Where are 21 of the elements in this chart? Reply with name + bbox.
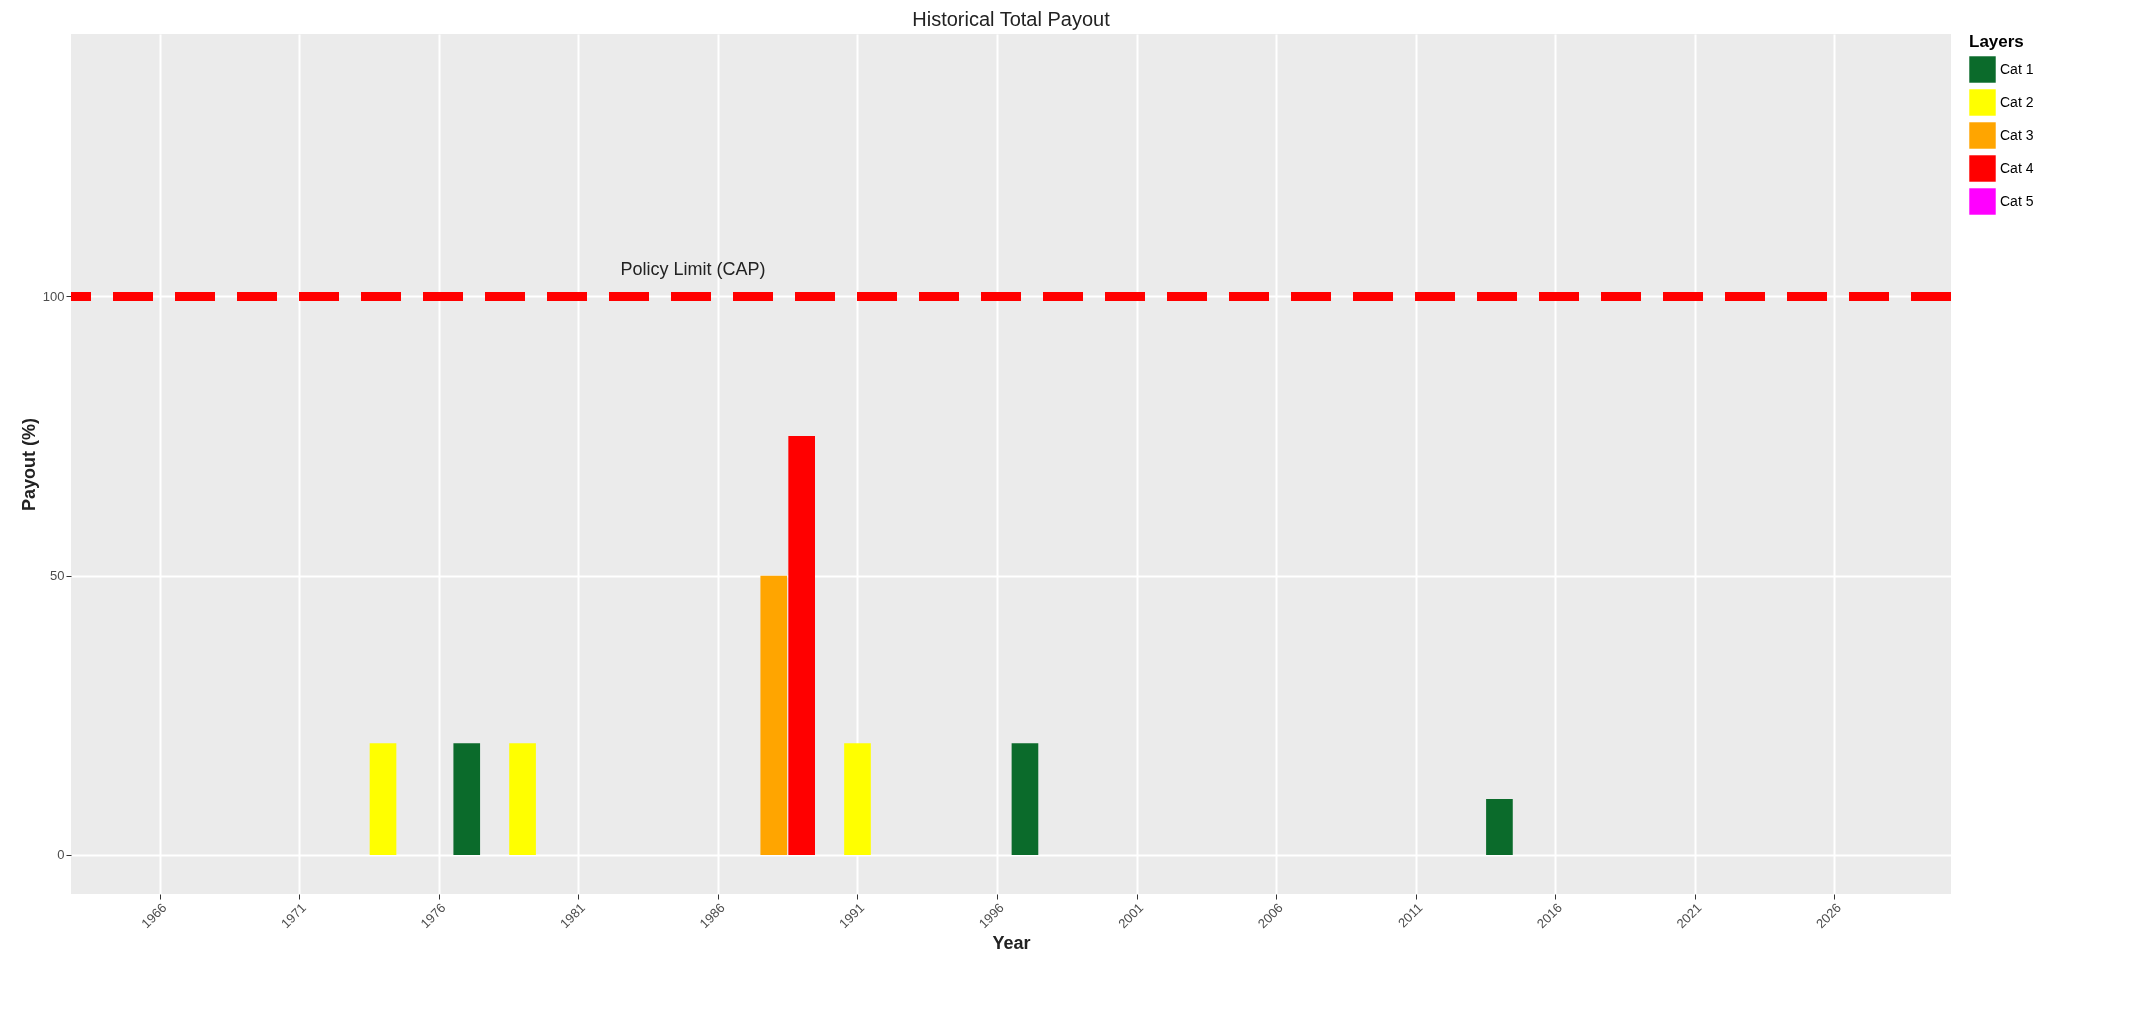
y-axis-title: Payout (%) <box>18 417 39 512</box>
bar <box>760 575 788 855</box>
ref-line-label: Policy Limit (CAP) <box>620 259 766 280</box>
bar <box>1011 743 1039 855</box>
legend-label: Cat 1 <box>2000 60 2034 77</box>
y-tick-label: 50 <box>50 568 65 584</box>
bar <box>788 436 815 855</box>
y-tick-label: 0 <box>57 847 65 863</box>
bar <box>844 743 871 855</box>
legend-label: Cat 2 <box>2000 93 2034 110</box>
bar <box>509 743 536 855</box>
bar <box>453 743 481 855</box>
y-tick-label: 100 <box>42 288 65 304</box>
legend-title: Layers <box>1969 32 2024 51</box>
legend-label: Cat 4 <box>2000 159 2034 176</box>
legend-label: Cat 5 <box>2000 192 2034 209</box>
chart-title: Historical Total Payout <box>912 8 1111 30</box>
x-axis-title: Year <box>992 933 1031 954</box>
bar <box>369 743 397 855</box>
bar <box>1486 799 1513 855</box>
legend-label: Cat 3 <box>2000 126 2034 143</box>
